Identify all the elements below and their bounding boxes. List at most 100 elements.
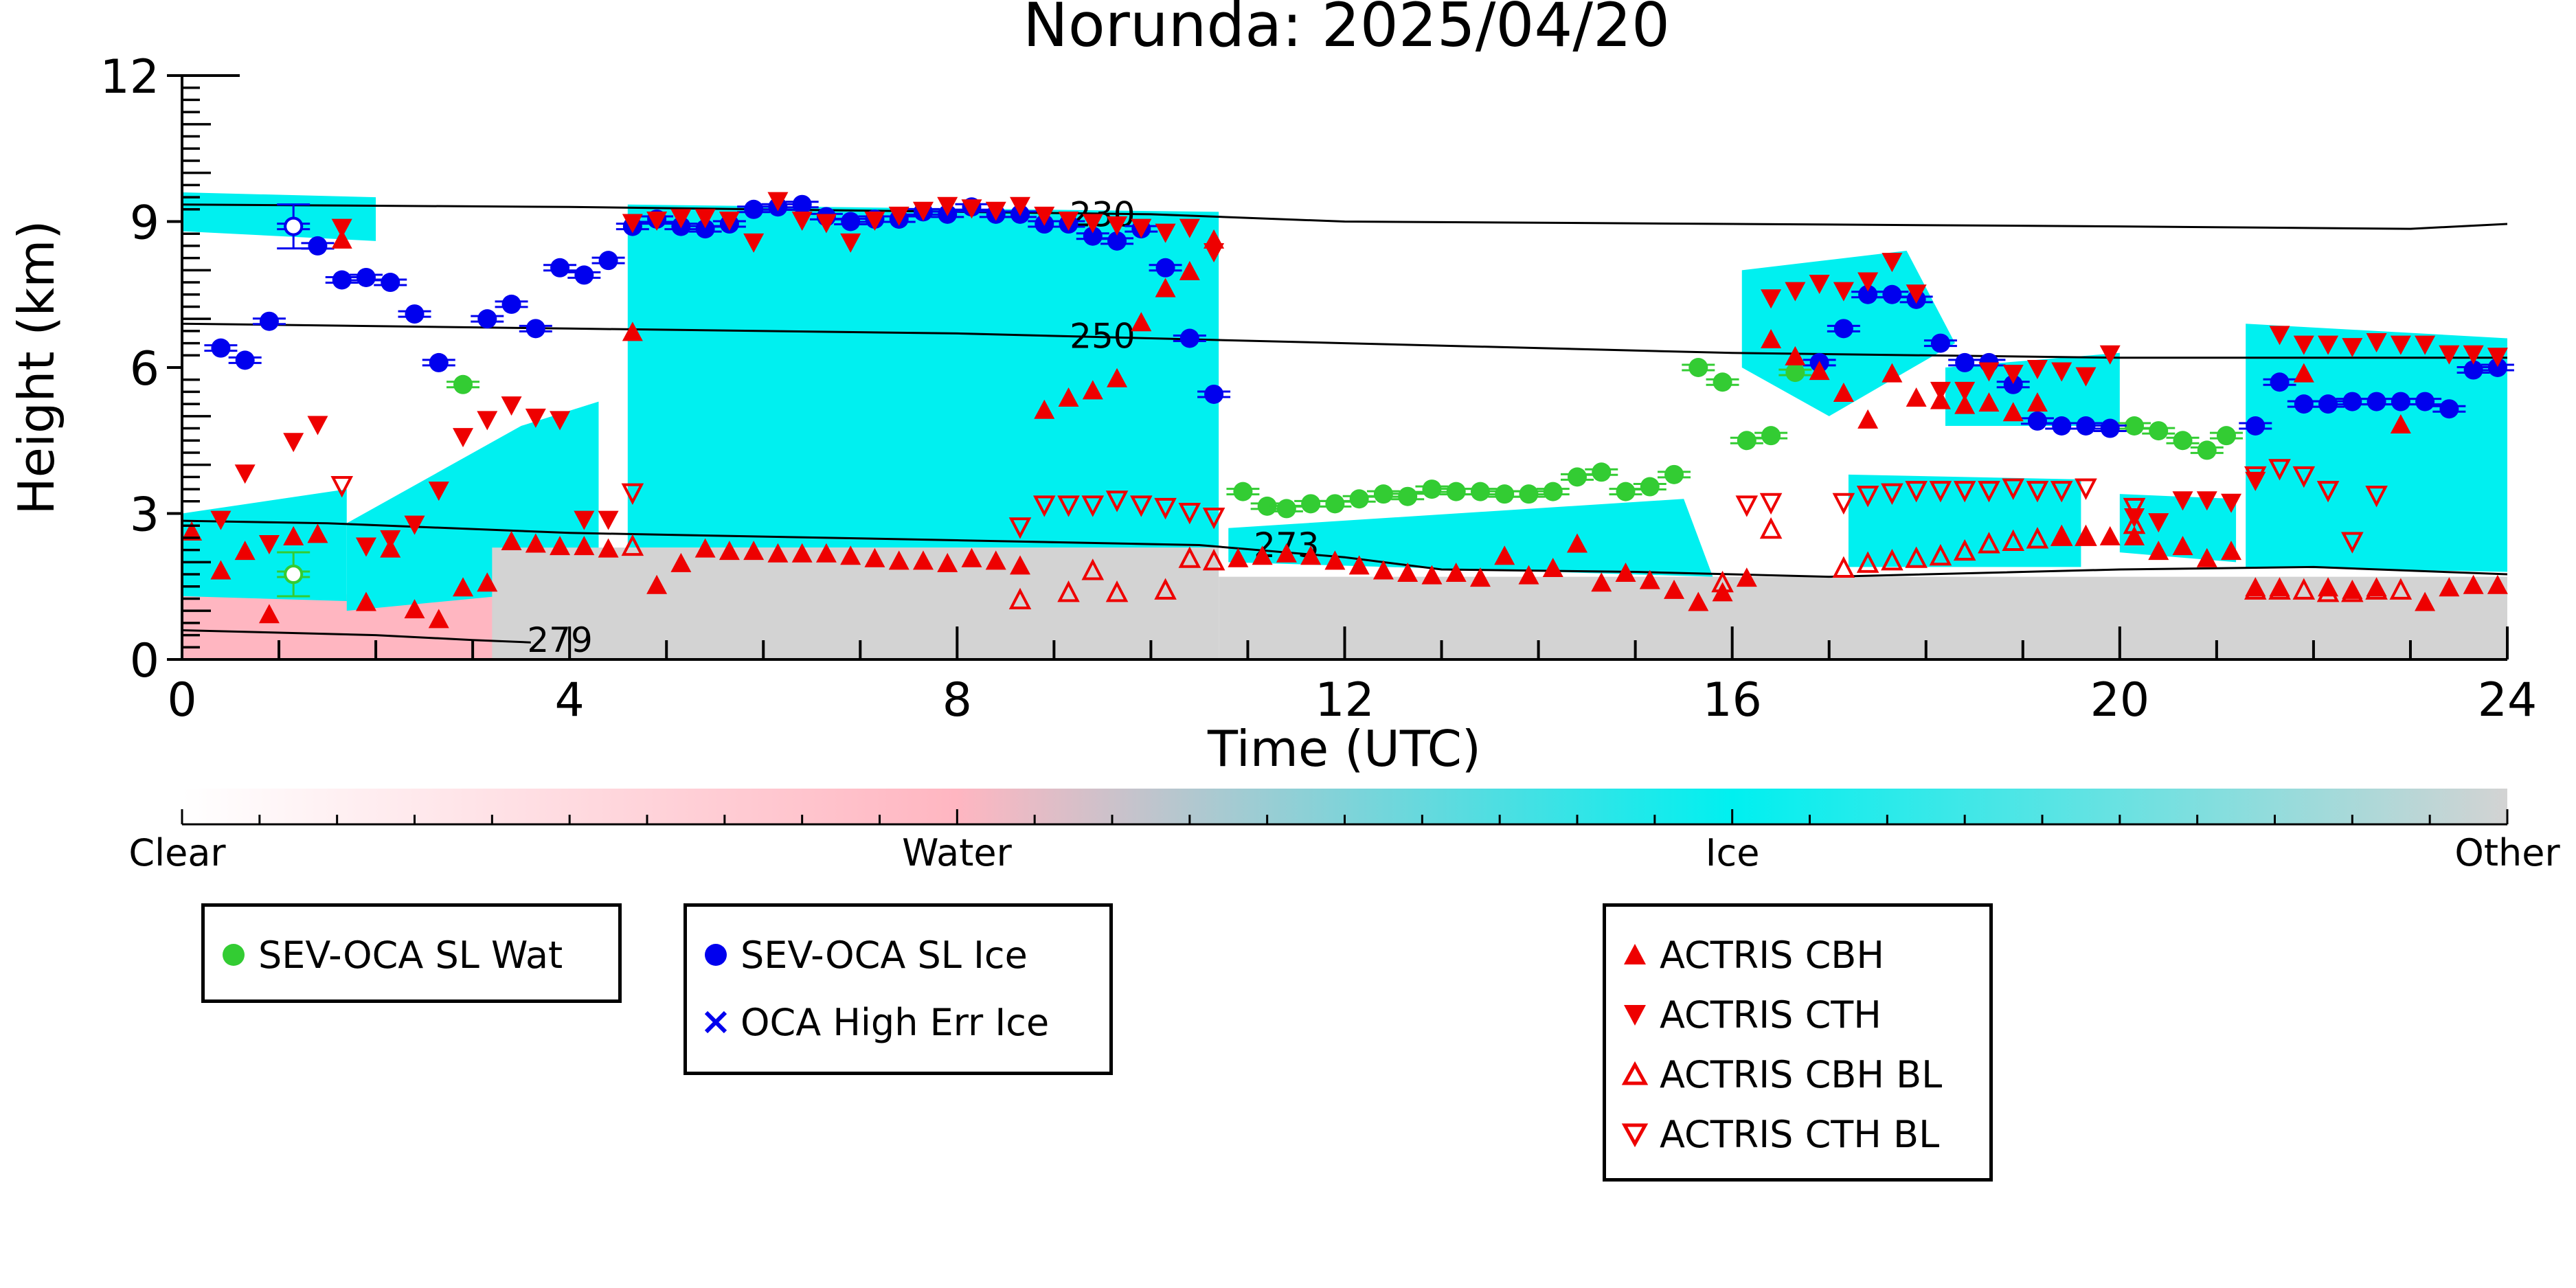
data-point xyxy=(1179,260,1200,280)
data-point xyxy=(1905,546,1928,568)
data-point xyxy=(888,550,909,570)
data-point xyxy=(2463,345,2484,365)
data-point xyxy=(864,547,885,567)
data-point xyxy=(1058,387,1079,407)
data-point xyxy=(1881,548,1903,571)
data-point xyxy=(1713,372,1732,392)
data-point xyxy=(2075,367,2097,387)
data-point xyxy=(1688,591,1709,611)
data-point xyxy=(1856,486,1879,508)
data-point xyxy=(646,211,668,231)
contour-label-250: 250 xyxy=(1070,317,1135,357)
data-point xyxy=(1032,495,1056,517)
data-point xyxy=(1711,570,1734,593)
data-point xyxy=(1325,494,1345,514)
data-point xyxy=(2172,491,2193,511)
phase-region-ice xyxy=(2119,494,2237,563)
y-tick-label: 6 xyxy=(130,342,159,396)
contour-line-273 xyxy=(182,519,2507,578)
chart-title: Norunda: 2025/04/20 xyxy=(1023,0,1670,60)
data-point xyxy=(2003,374,2023,394)
data-point xyxy=(1832,493,1855,515)
data-point xyxy=(864,211,885,231)
data-point xyxy=(1155,278,1176,297)
data-point xyxy=(2026,360,2048,379)
data-point xyxy=(1082,214,1103,234)
data-point xyxy=(308,236,328,256)
data-point xyxy=(2292,466,2316,488)
data-point xyxy=(1010,555,1031,575)
data-point xyxy=(1372,560,1394,580)
data-point xyxy=(1130,495,1153,517)
triangle-down-icon xyxy=(1624,1005,1646,1026)
data-point xyxy=(1857,272,1879,292)
data-point xyxy=(307,416,328,436)
x-tick-label: 12 xyxy=(1315,673,1375,727)
data-point xyxy=(2196,491,2217,511)
data-point xyxy=(1373,484,1393,504)
data-point xyxy=(1978,392,2000,412)
data-point xyxy=(1107,216,1128,236)
data-point xyxy=(477,572,498,592)
data-point xyxy=(1882,284,1902,304)
data-point xyxy=(1349,489,1369,509)
data-point xyxy=(453,428,474,448)
data-point xyxy=(1204,384,1224,404)
data-point xyxy=(2292,578,2316,600)
data-point xyxy=(2173,431,2193,451)
data-point xyxy=(2316,481,2340,503)
data-point xyxy=(2487,348,2508,368)
data-point xyxy=(1131,312,1152,332)
data-point xyxy=(670,552,692,572)
data-point xyxy=(1735,495,1759,517)
data-point xyxy=(2389,578,2413,600)
data-point xyxy=(888,206,909,226)
data-point xyxy=(2415,335,2436,355)
data-point xyxy=(1178,502,1201,525)
data-point xyxy=(1929,543,1952,566)
data-point xyxy=(428,482,449,501)
legend-item-cbh-bl: ACTRIS CBH BL xyxy=(1620,1053,1942,1096)
x-tick-label: 24 xyxy=(2478,673,2538,727)
data-point xyxy=(258,535,280,554)
data-point xyxy=(355,537,376,557)
data-point xyxy=(2439,345,2460,365)
data-point xyxy=(1761,289,1782,309)
data-point xyxy=(2076,416,2096,436)
data-point xyxy=(574,536,595,556)
data-point xyxy=(2342,392,2362,411)
data-point xyxy=(1057,580,1080,602)
data-point xyxy=(1759,517,1783,539)
triangle-down-open-icon xyxy=(1621,1123,1649,1148)
colorbar-ticks xyxy=(181,809,2509,826)
phase-region-other xyxy=(1219,576,2507,659)
data-point xyxy=(1615,563,1636,583)
data-point xyxy=(2050,524,2073,546)
data-point xyxy=(2172,536,2193,556)
data-point xyxy=(744,199,764,219)
data-point xyxy=(2439,399,2459,419)
data-point xyxy=(1954,381,1976,401)
data-point xyxy=(1616,482,1636,501)
legend-label: ACTRIS CBH xyxy=(1660,933,1884,977)
legend-sev-wat: SEV-OCA SL Wat xyxy=(201,903,622,1003)
y-tick-label: 3 xyxy=(130,488,159,543)
data-point xyxy=(621,483,644,505)
data-point xyxy=(1978,532,2000,554)
triangle-up-open-icon xyxy=(1621,1061,1649,1085)
data-point xyxy=(695,219,715,239)
data-point xyxy=(622,321,643,341)
data-point xyxy=(2341,532,2364,554)
data-point xyxy=(258,604,280,624)
data-point xyxy=(1906,284,1927,304)
data-point xyxy=(1057,495,1080,517)
data-point xyxy=(525,408,546,428)
legend-item-sev-wat: SEV-OCA SL Wat xyxy=(218,934,563,977)
data-point xyxy=(381,273,400,293)
data-point xyxy=(2366,333,2387,353)
data-point xyxy=(2075,524,2097,546)
data-point xyxy=(283,433,304,453)
data-point xyxy=(743,541,765,561)
data-point xyxy=(2293,335,2314,355)
data-point xyxy=(526,319,545,339)
